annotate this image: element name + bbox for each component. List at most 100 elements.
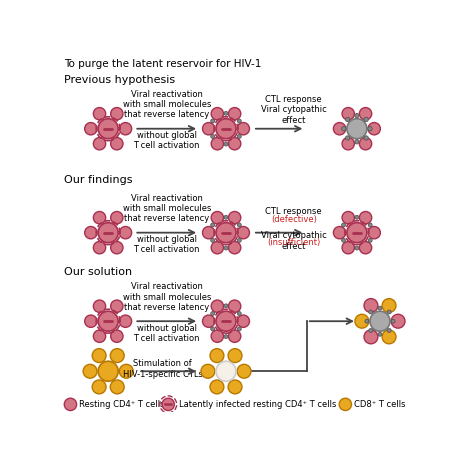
Circle shape bbox=[346, 136, 350, 140]
Circle shape bbox=[202, 226, 215, 239]
Circle shape bbox=[92, 349, 106, 363]
Circle shape bbox=[364, 299, 378, 313]
Text: Viral reactivation
with small molecules
that reverse latency: Viral reactivation with small molecules … bbox=[122, 282, 211, 312]
Circle shape bbox=[370, 311, 390, 331]
Circle shape bbox=[387, 329, 391, 332]
Circle shape bbox=[93, 212, 106, 224]
Circle shape bbox=[211, 238, 215, 242]
Circle shape bbox=[237, 364, 251, 378]
Circle shape bbox=[211, 327, 215, 331]
Circle shape bbox=[342, 126, 346, 131]
Circle shape bbox=[237, 223, 241, 227]
Circle shape bbox=[339, 398, 352, 411]
Circle shape bbox=[359, 138, 372, 150]
Circle shape bbox=[224, 335, 228, 338]
Circle shape bbox=[369, 329, 373, 332]
Circle shape bbox=[119, 315, 132, 327]
Circle shape bbox=[211, 223, 215, 227]
Circle shape bbox=[368, 238, 372, 242]
Circle shape bbox=[347, 119, 367, 139]
Circle shape bbox=[211, 107, 223, 120]
Circle shape bbox=[228, 349, 242, 363]
Circle shape bbox=[92, 380, 106, 394]
Circle shape bbox=[64, 398, 77, 411]
Circle shape bbox=[228, 380, 242, 394]
Circle shape bbox=[110, 138, 123, 150]
Text: (defective): (defective) bbox=[271, 215, 317, 224]
Circle shape bbox=[333, 123, 346, 135]
Circle shape bbox=[355, 246, 359, 250]
Circle shape bbox=[355, 140, 359, 144]
Circle shape bbox=[210, 380, 224, 394]
Text: Latently infected resting CD4⁺ T cells: Latently infected resting CD4⁺ T cells bbox=[179, 400, 337, 409]
Circle shape bbox=[119, 226, 132, 239]
Circle shape bbox=[119, 123, 132, 135]
Circle shape bbox=[93, 330, 106, 342]
Circle shape bbox=[346, 117, 350, 122]
Circle shape bbox=[368, 123, 380, 135]
Circle shape bbox=[368, 226, 380, 239]
Circle shape bbox=[216, 361, 236, 381]
Circle shape bbox=[228, 107, 241, 120]
Circle shape bbox=[202, 123, 215, 135]
Circle shape bbox=[237, 327, 241, 331]
Circle shape bbox=[359, 242, 372, 254]
Circle shape bbox=[224, 246, 228, 250]
Circle shape bbox=[365, 319, 369, 323]
Circle shape bbox=[93, 107, 106, 120]
Circle shape bbox=[364, 330, 378, 344]
Circle shape bbox=[237, 238, 241, 242]
Circle shape bbox=[216, 223, 236, 243]
Circle shape bbox=[211, 242, 223, 254]
Text: Viral cytopathic
effect: Viral cytopathic effect bbox=[261, 231, 327, 250]
Circle shape bbox=[237, 315, 249, 327]
Circle shape bbox=[98, 223, 118, 243]
Circle shape bbox=[211, 212, 223, 224]
Circle shape bbox=[342, 138, 355, 150]
Circle shape bbox=[93, 138, 106, 150]
Circle shape bbox=[237, 312, 241, 315]
Circle shape bbox=[110, 107, 123, 120]
Circle shape bbox=[347, 223, 367, 243]
Circle shape bbox=[211, 138, 223, 150]
Circle shape bbox=[391, 319, 395, 323]
Circle shape bbox=[224, 142, 228, 146]
Circle shape bbox=[368, 223, 372, 227]
Circle shape bbox=[237, 226, 249, 239]
Circle shape bbox=[355, 113, 359, 118]
Circle shape bbox=[391, 314, 405, 328]
Circle shape bbox=[110, 349, 124, 363]
Text: Our findings: Our findings bbox=[64, 175, 133, 185]
Text: CD8⁺ T cells: CD8⁺ T cells bbox=[354, 400, 405, 409]
Circle shape bbox=[237, 134, 241, 138]
Text: without global
T cell activation: without global T cell activation bbox=[134, 324, 200, 343]
Circle shape bbox=[382, 330, 396, 344]
Circle shape bbox=[342, 242, 355, 254]
Text: (insufficient): (insufficient) bbox=[267, 238, 320, 246]
Circle shape bbox=[211, 134, 215, 138]
Text: Stimulation of
HIV-1-specific CTLs: Stimulation of HIV-1-specific CTLs bbox=[123, 359, 203, 379]
Circle shape bbox=[355, 314, 369, 328]
Text: CTL response
Viral cytopathic
effect: CTL response Viral cytopathic effect bbox=[261, 95, 327, 125]
Circle shape bbox=[237, 123, 249, 135]
Circle shape bbox=[110, 330, 123, 342]
Circle shape bbox=[85, 123, 97, 135]
Circle shape bbox=[110, 242, 123, 254]
Circle shape bbox=[85, 226, 97, 239]
Circle shape bbox=[333, 226, 346, 239]
Circle shape bbox=[364, 117, 368, 122]
Circle shape bbox=[211, 330, 223, 342]
Circle shape bbox=[228, 138, 241, 150]
Circle shape bbox=[110, 300, 123, 313]
Circle shape bbox=[201, 364, 215, 378]
Circle shape bbox=[83, 364, 97, 378]
Circle shape bbox=[369, 310, 373, 314]
Circle shape bbox=[359, 107, 372, 120]
Circle shape bbox=[93, 242, 106, 254]
Text: without global
T cell activation: without global T cell activation bbox=[134, 131, 200, 150]
Circle shape bbox=[211, 119, 215, 123]
Circle shape bbox=[110, 380, 124, 394]
Circle shape bbox=[387, 310, 391, 314]
Text: Our solution: Our solution bbox=[64, 267, 132, 277]
Circle shape bbox=[342, 223, 346, 227]
